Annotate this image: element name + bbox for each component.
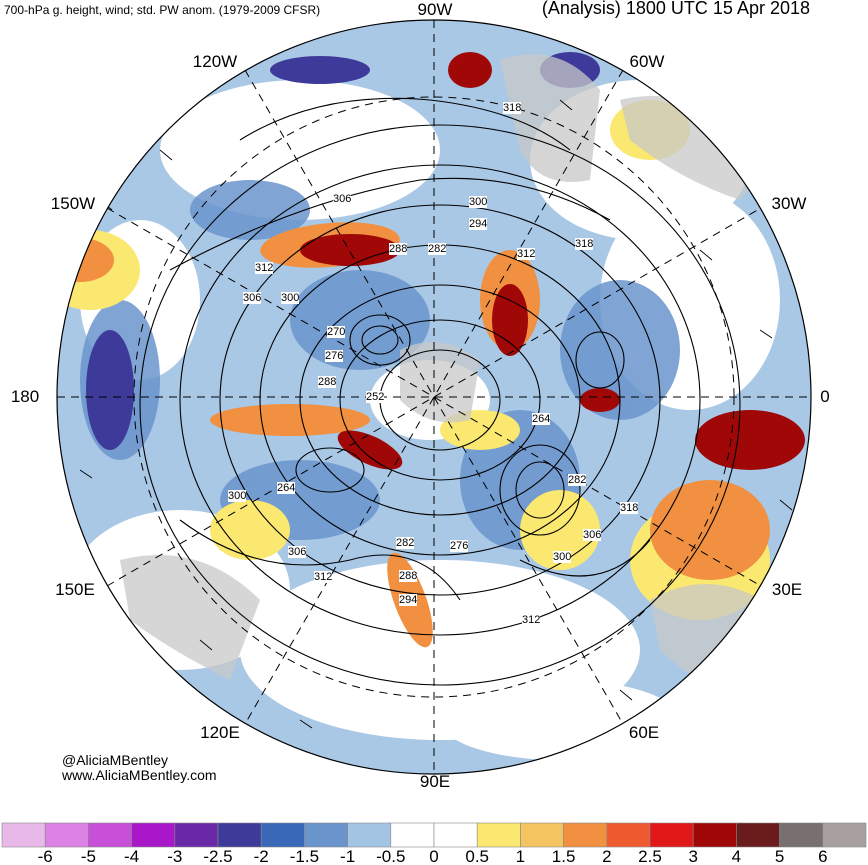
colorbar-swatch [433,822,478,848]
colorbar-tick-label: -3 [167,847,182,865]
colorbar-swatch [692,822,737,848]
colorbar-swatch [476,822,521,848]
lon-label-120e: 120E [200,723,240,742]
credit-handle: @AliciaMBentley [62,752,169,768]
map-disk [57,20,811,774]
colorbar-swatch [390,822,435,848]
contour-label: 288 [318,376,337,388]
lon-label-30e: 30E [771,580,803,599]
lon-label-90w: 90W [417,0,453,19]
lon-label-90e: 90E [419,772,451,791]
contour-label: 318 [620,502,639,514]
colorbar-tick-label: 0 [429,847,438,865]
credit-url: www.AliciaMBentley.com [62,767,217,783]
contour-label: 306 [288,546,307,558]
colorbar-tick-label: -5 [81,847,96,865]
colorbar-tick-label: 5 [775,847,784,865]
colorbar-swatch [174,822,219,848]
contour-label: 306 [243,292,262,304]
graticule [57,20,811,774]
contour-label: 306 [333,193,352,205]
colorbar-tick-label: 1 [516,847,525,865]
contour-label: 300 [281,292,300,304]
contour-label: 300 [469,196,488,208]
analysis-time: (Analysis) 1800 UTC 15 Apr 2018 [541,0,810,18]
contour-label: 282 [428,243,447,255]
colorbar-swatch [88,822,132,848]
colorbar-swatch [260,822,305,848]
colorbar-tick-label: 2.5 [638,847,662,865]
lon-label-180: 180 [10,387,40,406]
colorbar-swatch [217,822,262,848]
contour-label: 318 [575,238,594,250]
colorbar-tick-label: -2 [254,847,269,865]
contour-label: 318 [503,102,522,114]
colorbar-swatch [520,822,564,848]
contour-label: 294 [399,594,418,606]
colorbar-swatch [347,822,392,848]
contour-label: 276 [325,350,344,362]
lon-label-60w: 60W [629,52,665,71]
map-description: 700-hPa g. height, wind; std. PW anom. (… [4,3,321,17]
colorbar-tick-label: 3 [688,847,697,865]
lon-label-150e: 150E [55,580,95,599]
contour-label: 294 [469,218,488,230]
lon-label-0: 0 [820,387,830,406]
colorbar-swatch [563,822,608,848]
contour-label: 312 [255,262,274,274]
colorbar-swatch [779,822,824,848]
colorbar-swatch [649,822,694,848]
contour-label: 306 [583,529,602,541]
contour-label: 312 [522,614,541,626]
contour-label: 282 [568,474,587,486]
colorbar-tick-label: -1.5 [290,847,319,865]
contour-label: 282 [396,537,415,549]
colorbar-tick-label: 6 [818,847,827,865]
colorbar-tick-label: 0.5 [465,847,489,865]
contour-label: 300 [228,490,247,502]
lon-label-60e: 60E [628,723,660,742]
contour-label: 270 [327,326,346,338]
lon-label-150w: 150W [50,194,96,213]
contour-label: 312 [517,248,536,260]
contour-label: 312 [314,571,333,583]
colorbar-tick-label: -1 [340,847,355,865]
map-boundary [56,19,812,775]
colorbar-swatch [822,822,867,848]
colorbar-tick-label: 2 [602,847,611,865]
contour-label: 264 [532,413,551,425]
colorbar-tick-label: -2.5 [203,847,232,865]
contour-label: 288 [389,243,408,255]
height-contours [139,97,741,686]
colorbar-tick-label: -6 [38,847,53,865]
colorbar-tick-label: -0.5 [376,847,405,865]
colorbar-tick-label: 4 [732,847,741,865]
contour-label: 300 [553,551,572,563]
colorbar-tick-label: -4 [124,847,139,865]
contour-label: 264 [277,482,296,494]
colorbar-swatch [606,822,651,848]
colorbar-tick-label: 1.5 [552,847,576,865]
colorbar-swatch [44,822,89,848]
colorbar-swatch [736,822,780,848]
colorbar-swatch [304,822,348,848]
contour-label: 276 [450,540,469,552]
colorbar-swatch [1,822,46,848]
contour-label: 288 [399,570,418,582]
colorbar-swatch [131,822,176,848]
contour-label: 252 [366,391,385,403]
lon-label-120w: 120W [192,52,238,71]
lon-label-30w: 30W [771,194,807,213]
